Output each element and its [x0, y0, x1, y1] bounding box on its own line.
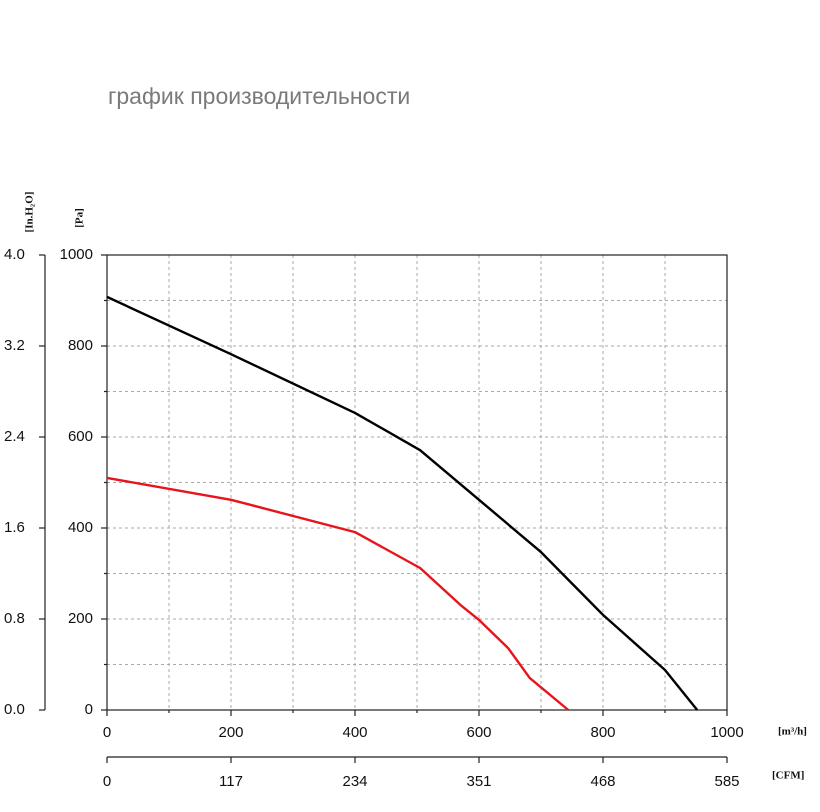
- y-tick-label: 600: [68, 428, 93, 445]
- x-axis-label: [m³/h]: [778, 726, 807, 738]
- x2-tick-label: 468: [590, 773, 615, 790]
- x-tick-label: 200: [218, 724, 243, 741]
- y2-tick-label: 0.0: [4, 701, 25, 718]
- y-tick-label: 200: [68, 610, 93, 627]
- y2-tick-label: 0.8: [4, 610, 25, 627]
- x2-tick-label: 0: [103, 773, 111, 790]
- x-tick-label: 1000: [710, 724, 743, 741]
- y2-tick-label: 3.2: [4, 337, 25, 354]
- y2-tick-label: 4.0: [4, 246, 25, 263]
- x-tick-label: 400: [342, 724, 367, 741]
- x-tick-label: 600: [466, 724, 491, 741]
- curve: [106, 476, 570, 711]
- y2-tick-label: 2.4: [4, 428, 25, 445]
- y-tick-label: 0: [85, 701, 93, 718]
- y-tick-label: 400: [68, 519, 93, 536]
- x2-tick-label: 585: [714, 773, 739, 790]
- x2-tick-label: 234: [342, 773, 367, 790]
- y-axis-label: [Pa]: [74, 208, 86, 228]
- x-tick-label: 800: [590, 724, 615, 741]
- y2-axis-label: [In.H₂O]: [24, 192, 36, 233]
- x2-tick-label: 117: [219, 773, 243, 790]
- curve: [106, 295, 699, 711]
- x2-axis-label: [CFM]: [772, 770, 804, 782]
- y-tick-label: 800: [68, 337, 93, 354]
- x2-tick-label: 351: [466, 773, 491, 790]
- x-tick-label: 0: [103, 724, 111, 741]
- y2-tick-label: 1.6: [4, 519, 25, 536]
- chart-title: график производительности: [108, 83, 410, 109]
- y-tick-label: 1000: [60, 246, 93, 263]
